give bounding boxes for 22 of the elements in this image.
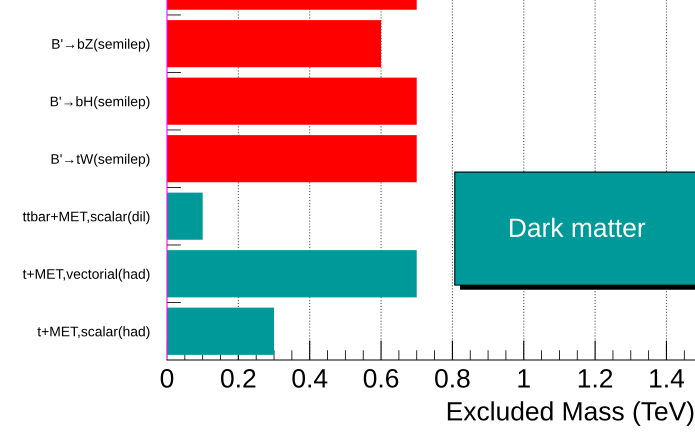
bar [167, 135, 417, 182]
x-tick-label: 0.2 [221, 369, 256, 388]
x-axis-title: Excluded Mass (TeV) [448, 401, 694, 426]
x-tick-label: 0 [160, 369, 174, 388]
y-tick-label: B'→bH(semilep) [50, 96, 150, 110]
x-tick-label: 0.4 [292, 369, 328, 388]
y-tick-label: B'→bZ(semilep) [52, 38, 150, 52]
bar [167, 308, 274, 355]
x-tick-label: 1.4 [650, 369, 684, 388]
y-tick-label: ttbar+MET,scalar(dil) [22, 211, 150, 224]
bar [167, 192, 203, 240]
y-tick-label: B'→tW(semilep) [52, 154, 150, 167]
x-tick-label: 1 [518, 369, 530, 388]
y-tick-label: t+MET,scalar(had) [37, 326, 150, 340]
bar [167, 250, 417, 298]
y-tick-label: t+MET,vectorial(had) [22, 268, 150, 282]
bar [167, 20, 382, 68]
x-tick-label: 1.2 [578, 369, 612, 388]
bar [167, 78, 417, 125]
annotation: Dark matter [510, 218, 646, 238]
x-tick-label: 0.8 [435, 369, 470, 388]
x-tick-label: 0.6 [364, 369, 398, 388]
